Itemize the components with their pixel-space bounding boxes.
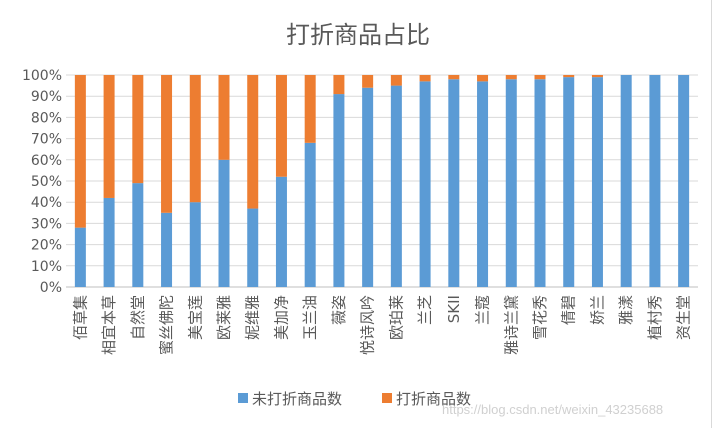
bar-series-1	[563, 77, 575, 288]
y-tick-label: 80%	[31, 110, 62, 126]
bar-series-1	[247, 208, 259, 287]
bar-series-1	[620, 75, 632, 287]
y-tick-label: 30%	[31, 216, 62, 232]
x-tick-label: 倩碧	[560, 295, 578, 325]
bar-series-1	[161, 212, 173, 287]
bar-series-2	[563, 75, 575, 78]
x-tick-label: 妮维雅	[244, 295, 262, 340]
x-tick-label: 相宜本草	[100, 295, 118, 355]
x-tick-label: 资生堂	[675, 295, 693, 340]
x-tick-label: 蜜丝佛陀	[158, 295, 176, 355]
bar-series-1	[362, 87, 374, 287]
x-tick-label: SKII	[445, 295, 463, 323]
x-axis-ticks: 佰草集 相宜本草 自然堂 蜜丝佛陀 美宝莲 欧莱雅 妮维雅 美加净 玉兰油 薇姿 悦诗风吟 欧珀莱 兰芝…	[71, 295, 692, 355]
y-tick-label: 60%	[31, 153, 62, 169]
gridlines	[66, 74, 698, 288]
bar-series-2	[189, 75, 201, 203]
bar-series-1	[304, 142, 316, 287]
bar-series-2	[390, 75, 402, 86]
bar-series-2	[247, 75, 259, 209]
bar-series-2	[534, 75, 546, 80]
chart-frame: 打折商品占比 0% 10% 20% 30% 40% 50% 60% 70% 80% 90% 100%…	[21, 21, 698, 408]
bar-series-2	[304, 75, 316, 143]
x-tick-label: 雪花秀	[531, 295, 549, 340]
bar-series-1	[649, 75, 661, 287]
window-gutter	[712, 0, 724, 428]
x-tick-label: 薇姿	[330, 295, 348, 325]
y-axis-ticks: 0% 10% 20% 30% 40% 50% 60% 70% 80% 90% 100%	[22, 68, 62, 296]
x-tick-label: 欧莱雅	[215, 295, 233, 340]
bars	[74, 75, 690, 288]
x-tick-label: 自然堂	[129, 295, 147, 340]
chart-title: 打折商品占比	[286, 21, 430, 49]
y-tick-label: 50%	[31, 174, 62, 190]
bar-series-2	[333, 75, 345, 95]
legend-label-series-2: 打折商品数	[396, 390, 471, 408]
bar-series-2	[132, 75, 144, 184]
x-tick-label: 欧珀莱	[387, 295, 405, 340]
x-tick-label: 玉兰油	[301, 295, 319, 340]
bar-series-2	[591, 75, 603, 78]
bar-series-1	[218, 159, 230, 287]
bar-series-1	[477, 81, 489, 287]
bar-series-1	[678, 75, 690, 287]
x-tick-label: 植村秀	[646, 295, 664, 340]
x-tick-label: 娇兰	[588, 295, 606, 325]
y-tick-label: 10%	[31, 259, 62, 275]
y-tick-label: 70%	[31, 132, 62, 148]
x-tick-label: 佰草集	[71, 295, 89, 340]
x-tick-label: 雅漾	[617, 295, 635, 325]
y-tick-label: 20%	[31, 238, 62, 254]
watermark-text: https://blog.csdn.net/weixin_43235688	[442, 402, 664, 417]
window-border	[711, 0, 712, 428]
bar-series-1	[132, 183, 144, 287]
bar-series-1	[534, 79, 546, 288]
x-tick-label: 美加净	[272, 295, 290, 340]
y-tick-label: 100%	[22, 68, 62, 84]
legend-label-series-1: 未打折商品数	[252, 390, 342, 408]
bar-series-1	[390, 85, 402, 287]
bar-series-2	[362, 75, 374, 88]
legend-swatch-series-2	[382, 393, 392, 403]
bar-series-2	[74, 75, 86, 228]
bar-series-2	[275, 75, 287, 177]
bar-series-1	[505, 79, 517, 288]
bar-series-2	[505, 75, 517, 80]
legend: 未打折商品数 打折商品数	[238, 390, 471, 408]
bar-series-1	[74, 227, 86, 287]
x-tick-label: 悦诗风吟	[359, 295, 377, 355]
bar-series-2	[103, 75, 115, 198]
bar-series-1	[419, 81, 431, 287]
x-tick-label: 美宝莲	[186, 295, 204, 340]
bar-series-1	[448, 79, 460, 288]
x-tick-label: 兰芝	[416, 295, 434, 325]
bar-series-1	[275, 176, 287, 287]
bar-series-2	[218, 75, 230, 160]
legend-swatch-series-1	[238, 393, 248, 403]
bar-series-2	[419, 75, 431, 82]
bar-series-1	[333, 94, 345, 287]
x-tick-label: 兰蔻	[474, 295, 492, 325]
bar-series-1	[103, 197, 115, 287]
bar-series-2	[448, 75, 460, 80]
y-tick-label: 40%	[31, 195, 62, 211]
bar-series-2	[477, 75, 489, 82]
bar-series-1	[591, 77, 603, 288]
x-tick-label: 雅诗兰黛	[502, 295, 520, 355]
y-tick-label: 90%	[31, 89, 62, 105]
y-tick-label: 0%	[40, 280, 62, 296]
chart: 打折商品占比 0% 10% 20% 30% 40% 50% 60% 70% 80% 90% 100%…	[22, 21, 698, 408]
bar-series-2	[161, 75, 173, 213]
bar-series-1	[189, 202, 201, 287]
